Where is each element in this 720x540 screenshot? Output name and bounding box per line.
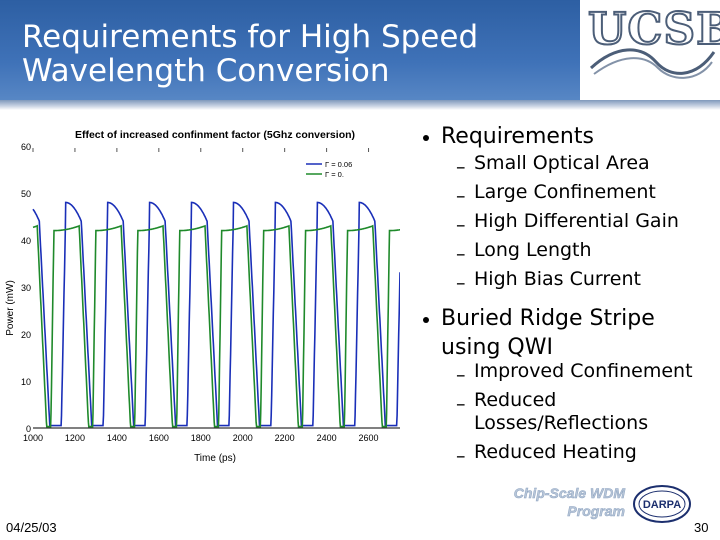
- x-tick-label: 1400: [107, 433, 127, 443]
- wave-icon: [589, 48, 716, 79]
- slide-date: 04/25/03: [6, 520, 57, 535]
- program-label: Chip-Scale WDM Program: [513, 485, 626, 520]
- dash-icon: –: [456, 243, 466, 265]
- dash-icon: –: [456, 185, 466, 207]
- x-tick-label: 1200: [65, 433, 85, 443]
- chart-legend: Γ = 0.06Γ = 0.: [306, 160, 352, 179]
- dash-icon: –: [456, 156, 466, 178]
- x-axis: 1000 1200 1400 1600 1800 2000 2200 2400 2600: [23, 148, 400, 443]
- y-tick-label: 0: [26, 424, 31, 434]
- sub-bullet-item: Reduced Heating: [474, 441, 637, 463]
- x-axis-label: Time (ps): [194, 453, 236, 464]
- sub-bullet-item: Large Confinement: [474, 181, 656, 203]
- series-line: [32, 224, 400, 428]
- ucsb-logo: UCSB: [580, 0, 720, 100]
- chart-title: Effect of increased confinment factor (5…: [75, 129, 355, 141]
- y-tick-label: 20: [21, 330, 31, 340]
- y-axis: 0 10 20 30 40 50 60: [21, 142, 31, 434]
- series-layer: [32, 201, 400, 428]
- darpa-logo: DARPA: [633, 485, 691, 523]
- dash-icon: –: [456, 393, 466, 415]
- x-tick-label: 2600: [359, 433, 379, 443]
- sub-bullet-item: Small Optical Area: [474, 152, 650, 174]
- x-tick-label: 1800: [191, 433, 211, 443]
- series-line: [32, 201, 400, 427]
- bullet-item: Buried Ridge Stripe using QWI: [441, 306, 655, 360]
- x-tick-label: 2400: [317, 433, 337, 443]
- sub-bullet-item: Long Length: [474, 239, 592, 261]
- sub-bullet-item: Improved Confinement: [474, 360, 693, 382]
- ucsb-logo-text: UCSB: [587, 3, 720, 56]
- y-tick-label: 60: [21, 142, 31, 152]
- dash-icon: –: [456, 214, 466, 236]
- x-tick-label: 1000: [23, 433, 43, 443]
- sub-bullet-item: High Differential Gain: [474, 210, 679, 232]
- sub-bullet-item: High Bias Current: [474, 268, 641, 290]
- y-axis-label: Power (mW): [5, 280, 16, 336]
- darpa-logo-text: DARPA: [643, 499, 681, 511]
- y-tick-label: 30: [21, 283, 31, 293]
- legend-label: Γ = 0.: [325, 170, 344, 179]
- x-tick-label: 2200: [275, 433, 295, 443]
- legend-label: Γ = 0.06: [325, 160, 352, 169]
- title-bar-shadow: [0, 100, 720, 110]
- sub-bullet-item: Reduced Losses/Reflections: [474, 389, 649, 434]
- bullet-icon: [423, 317, 429, 323]
- x-tick-label: 1600: [149, 433, 169, 443]
- x-tick-label: 2000: [233, 433, 253, 443]
- dash-icon: –: [456, 445, 466, 467]
- y-tick-label: 40: [21, 236, 31, 246]
- y-tick-label: 50: [21, 189, 31, 199]
- bullet-icon: [423, 135, 429, 141]
- page-number: 30: [694, 520, 709, 535]
- slide-title: Requirements for High Speed Wavelength C…: [22, 19, 479, 89]
- dash-icon: –: [456, 364, 466, 386]
- bullet-item: Requirements: [441, 124, 594, 149]
- power-chart: Effect of increased confinment factor (5…: [5, 129, 400, 464]
- dash-icon: –: [456, 272, 466, 294]
- y-tick-label: 10: [21, 377, 31, 387]
